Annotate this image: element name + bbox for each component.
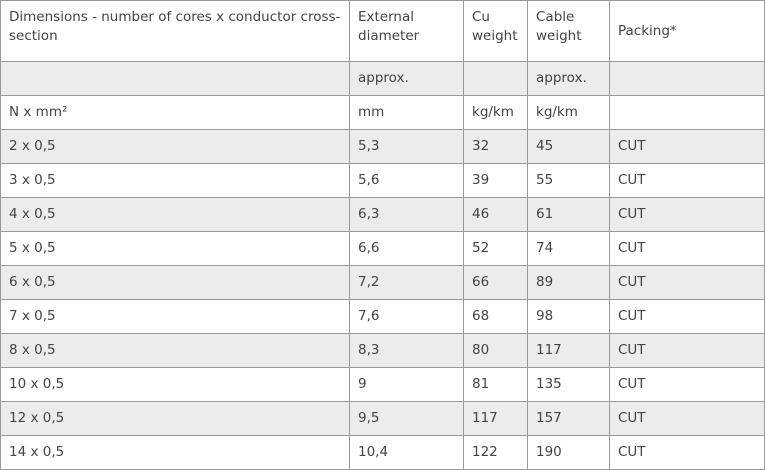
header-packing: Packing*	[609, 0, 765, 62]
approx-packing	[609, 61, 765, 96]
cell-cu-weight: 52	[463, 231, 528, 266]
cell-dimensions: 7 x 0,5	[0, 299, 350, 334]
table-row: 7 x 0,5 7,6 68 98 CUT	[0, 299, 765, 334]
cell-cu-weight: 122	[463, 435, 528, 470]
cell-cu-weight: 68	[463, 299, 528, 334]
cell-packing: CUT	[609, 231, 765, 266]
cell-packing: CUT	[609, 435, 765, 470]
table-row: 14 x 0,5 10,4 122 190 CUT	[0, 435, 765, 470]
cell-external-diameter: 6,6	[349, 231, 464, 266]
cell-external-diameter: 5,6	[349, 163, 464, 198]
cell-dimensions: 12 x 0,5	[0, 401, 350, 436]
approx-cable-weight: approx.	[527, 61, 610, 96]
cell-cu-weight: 46	[463, 197, 528, 232]
cell-dimensions: 8 x 0,5	[0, 333, 350, 368]
cell-cu-weight: 66	[463, 265, 528, 300]
cell-packing: CUT	[609, 197, 765, 232]
table-row: 3 x 0,5 5,6 39 55 CUT	[0, 163, 765, 198]
cell-cable-weight: 61	[527, 197, 610, 232]
cell-cable-weight: 55	[527, 163, 610, 198]
unit-dimensions: N x mm²	[0, 95, 350, 130]
cell-dimensions: 14 x 0,5	[0, 435, 350, 470]
table-row: 2 x 0,5 5,3 32 45 CUT	[0, 129, 765, 164]
cell-dimensions: 5 x 0,5	[0, 231, 350, 266]
table-row: 5 x 0,5 6,6 52 74 CUT	[0, 231, 765, 266]
cell-dimensions: 4 x 0,5	[0, 197, 350, 232]
cell-external-diameter: 8,3	[349, 333, 464, 368]
header-dimensions: Dimensions - number of cores x conductor…	[0, 0, 350, 62]
cell-dimensions: 10 x 0,5	[0, 367, 350, 402]
table-row: 4 x 0,5 6,3 46 61 CUT	[0, 197, 765, 232]
cell-cable-weight: 89	[527, 265, 610, 300]
cell-dimensions: 6 x 0,5	[0, 265, 350, 300]
table-row: 12 x 0,5 9,5 117 157 CUT	[0, 401, 765, 436]
approx-row: approx. approx.	[0, 61, 765, 96]
cell-cable-weight: 98	[527, 299, 610, 334]
cell-dimensions: 2 x 0,5	[0, 129, 350, 164]
cell-cable-weight: 190	[527, 435, 610, 470]
header-cable-weight: Cable weight	[527, 0, 610, 62]
cell-cable-weight: 45	[527, 129, 610, 164]
cell-packing: CUT	[609, 129, 765, 164]
cell-packing: CUT	[609, 265, 765, 300]
cell-external-diameter: 7,6	[349, 299, 464, 334]
cell-packing: CUT	[609, 367, 765, 402]
cell-dimensions: 3 x 0,5	[0, 163, 350, 198]
header-external-diameter: External diameter	[349, 0, 464, 62]
cell-cable-weight: 157	[527, 401, 610, 436]
unit-cu-weight: kg/km	[463, 95, 528, 130]
cell-cable-weight: 135	[527, 367, 610, 402]
cell-cu-weight: 81	[463, 367, 528, 402]
cell-external-diameter: 10,4	[349, 435, 464, 470]
cell-cu-weight: 80	[463, 333, 528, 368]
cell-cu-weight: 39	[463, 163, 528, 198]
cell-cable-weight: 74	[527, 231, 610, 266]
header-cu-weight: Cu weight	[463, 0, 528, 62]
cell-packing: CUT	[609, 163, 765, 198]
table-row: 8 x 0,5 8,3 80 117 CUT	[0, 333, 765, 368]
cell-packing: CUT	[609, 299, 765, 334]
cell-packing: CUT	[609, 333, 765, 368]
unit-packing	[609, 95, 765, 130]
unit-row: N x mm² mm kg/km kg/km	[0, 95, 765, 130]
cell-cable-weight: 117	[527, 333, 610, 368]
header-row: Dimensions - number of cores x conductor…	[0, 0, 765, 62]
approx-external-diameter: approx.	[349, 61, 464, 96]
cell-cu-weight: 32	[463, 129, 528, 164]
cell-external-diameter: 9	[349, 367, 464, 402]
table-row: 10 x 0,5 9 81 135 CUT	[0, 367, 765, 402]
cell-external-diameter: 7,2	[349, 265, 464, 300]
cell-packing: CUT	[609, 401, 765, 436]
unit-cable-weight: kg/km	[527, 95, 610, 130]
cell-external-diameter: 5,3	[349, 129, 464, 164]
cell-external-diameter: 6,3	[349, 197, 464, 232]
approx-dimensions	[0, 61, 350, 96]
cell-external-diameter: 9,5	[349, 401, 464, 436]
cell-cu-weight: 117	[463, 401, 528, 436]
table-row: 6 x 0,5 7,2 66 89 CUT	[0, 265, 765, 300]
approx-cu-weight	[463, 61, 528, 96]
unit-external-diameter: mm	[349, 95, 464, 130]
